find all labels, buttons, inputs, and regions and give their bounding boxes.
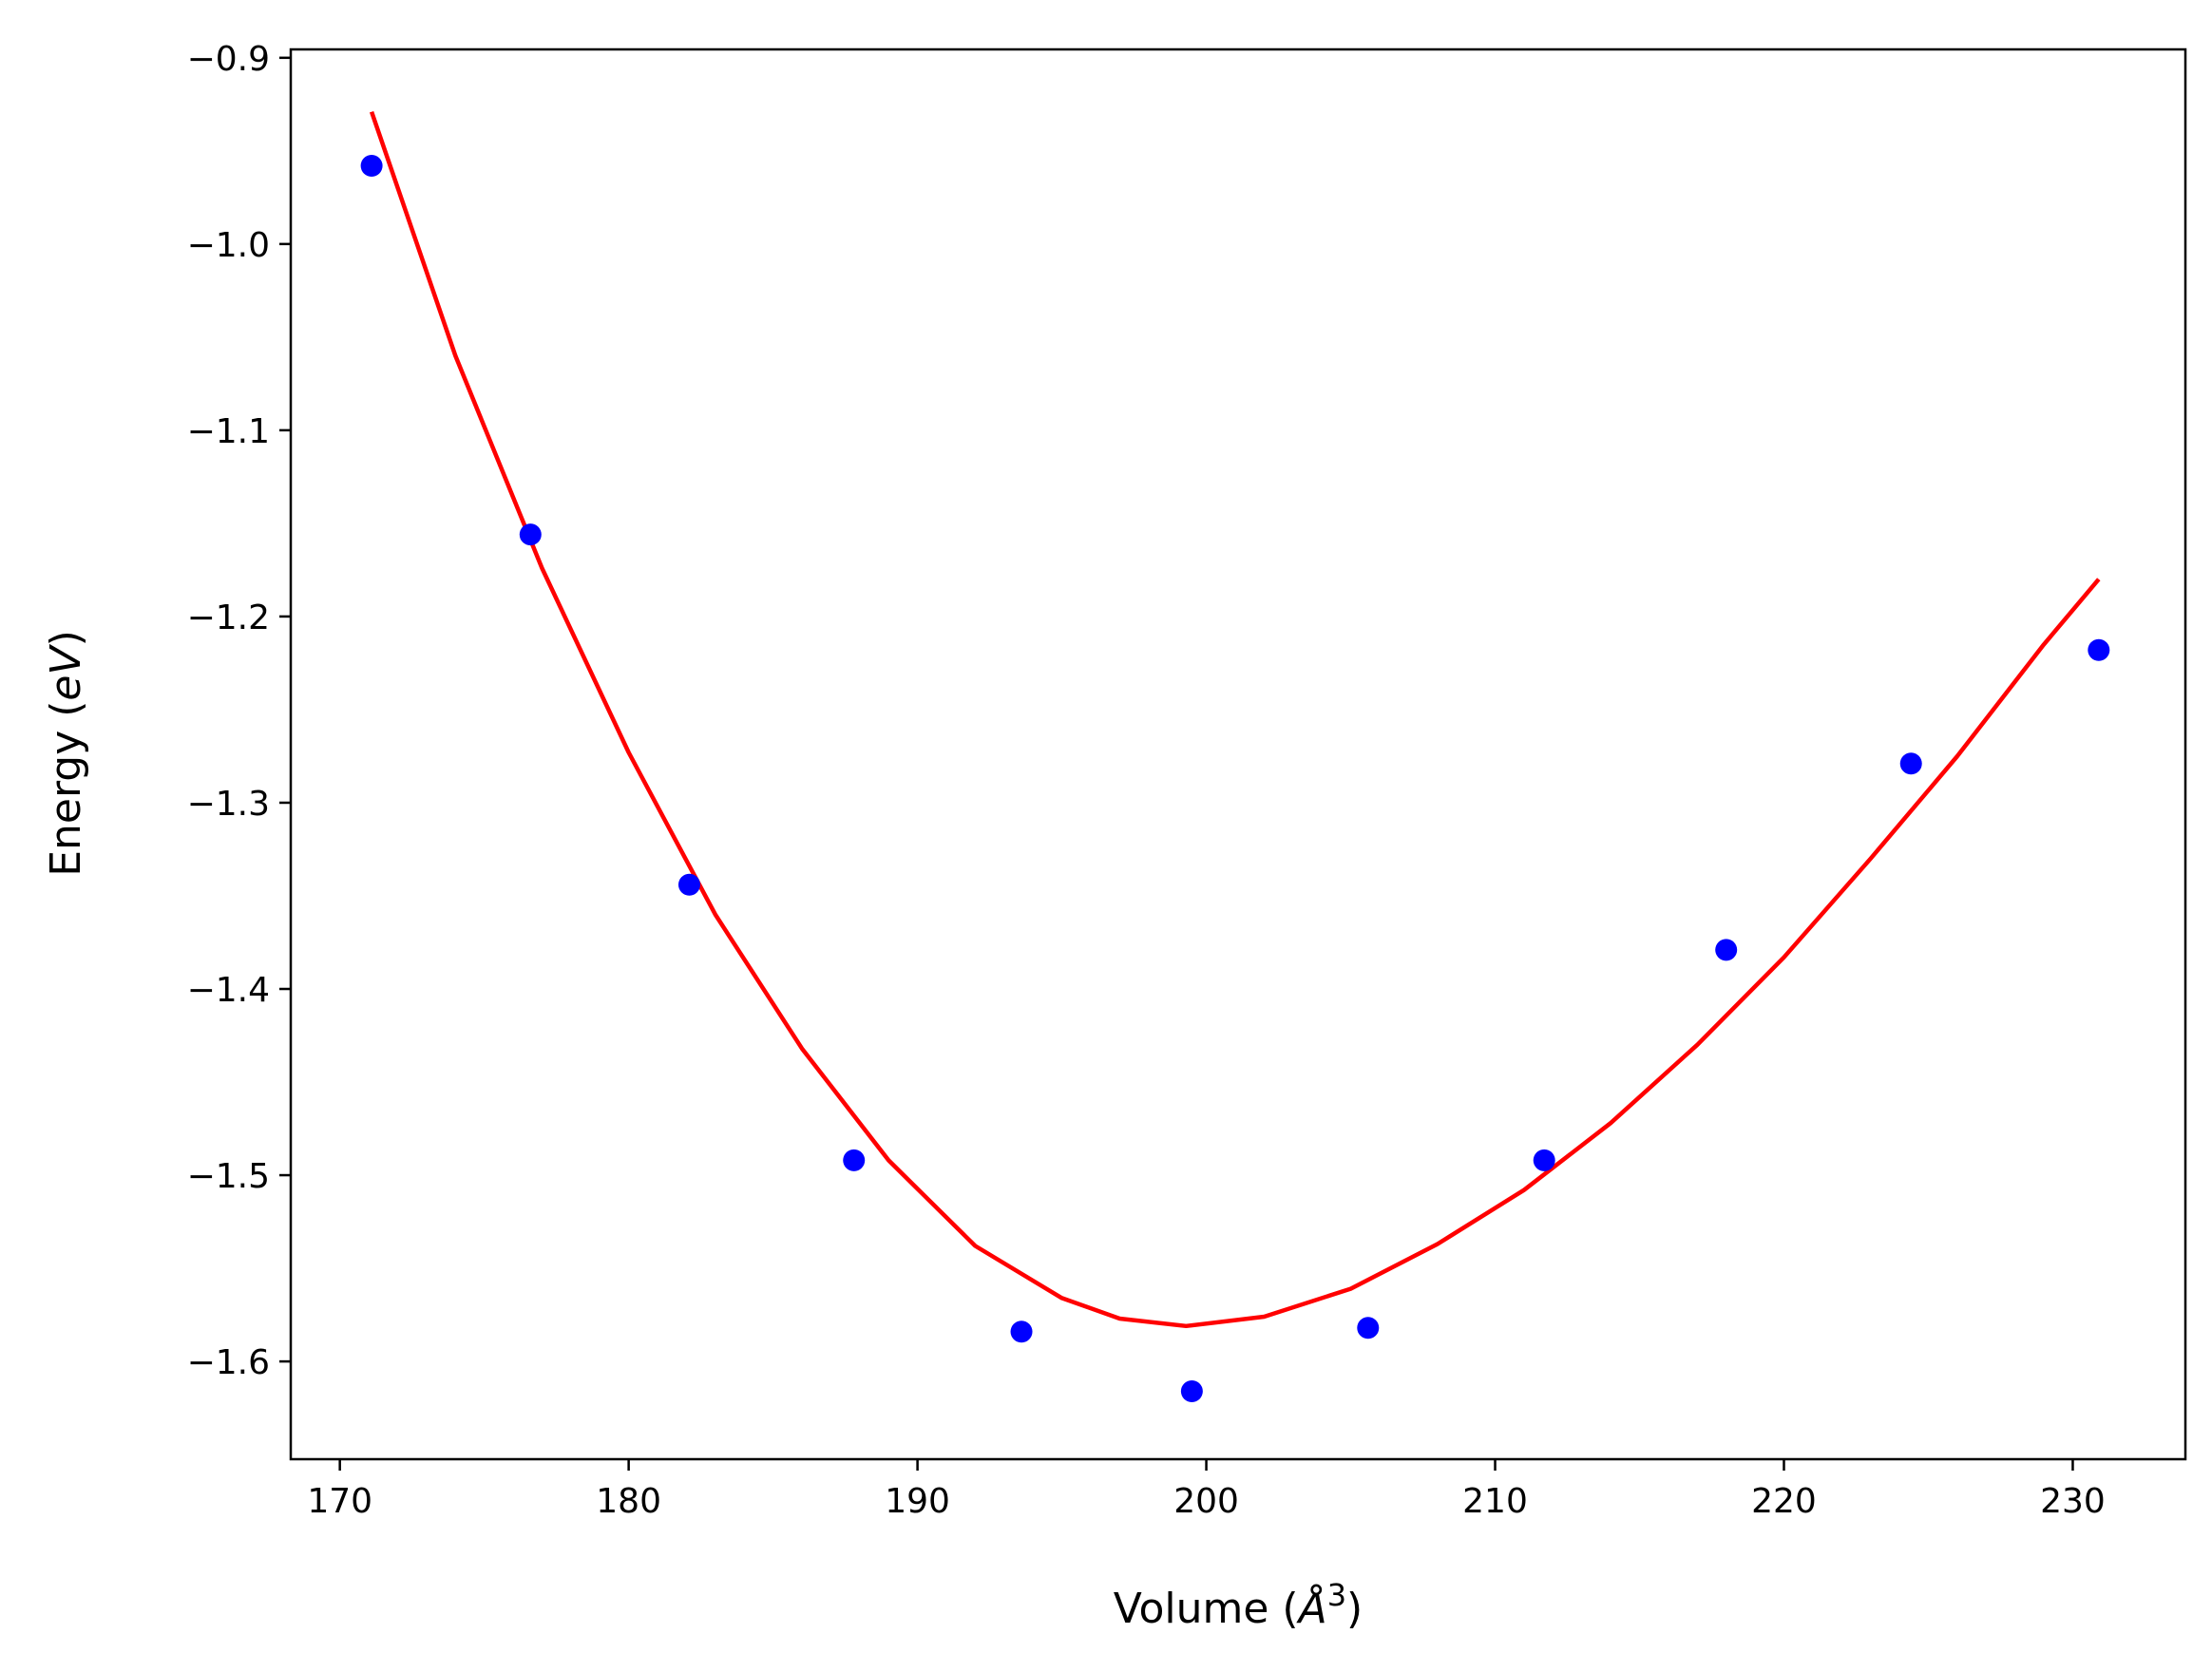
y-tick-label: −1.0	[187, 226, 270, 265]
data-point	[519, 523, 542, 546]
data-point	[1715, 939, 1738, 961]
plot-marks	[360, 110, 2110, 1402]
y-tick-label: −1.4	[187, 971, 270, 1010]
x-axis: 170 180 190 200 210 220 230	[307, 1459, 2106, 1521]
x-tick-label: 200	[1173, 1482, 1239, 1521]
data-point	[1899, 752, 1922, 775]
data-point	[1533, 1149, 1555, 1171]
x-axis-label: Volume (Å3)	[1114, 1577, 1363, 1633]
y-tick-label: −0.9	[187, 40, 270, 79]
y-tick-label: −1.1	[187, 412, 270, 451]
x-tick-label: 190	[885, 1482, 950, 1521]
data-point	[360, 155, 383, 178]
data-point	[1357, 1317, 1380, 1340]
x-tick-label: 220	[1751, 1482, 1817, 1521]
data-point	[2088, 638, 2110, 661]
y-tick-label: −1.6	[187, 1343, 270, 1382]
data-point	[1010, 1320, 1033, 1343]
plot-frame	[289, 48, 2187, 1461]
y-tick-label: −1.3	[187, 785, 270, 824]
data-point	[1180, 1379, 1203, 1402]
fit-curve-line	[369, 110, 2101, 1329]
x-tick-label: 180	[596, 1482, 661, 1521]
y-axis: −0.9 −1.0 −1.1 −1.2 −1.3 −1.4 −1.5 −1.6	[187, 40, 291, 1382]
y-axis-label: Energy (eV)	[42, 630, 90, 877]
y-tick-label: −1.2	[187, 598, 270, 637]
x-tick-label: 170	[307, 1482, 372, 1521]
x-tick-label: 210	[1462, 1482, 1528, 1521]
x-tick-label: 230	[2040, 1482, 2106, 1521]
data-point	[843, 1149, 866, 1171]
data-point	[677, 873, 700, 896]
y-tick-label: −1.5	[187, 1157, 270, 1196]
